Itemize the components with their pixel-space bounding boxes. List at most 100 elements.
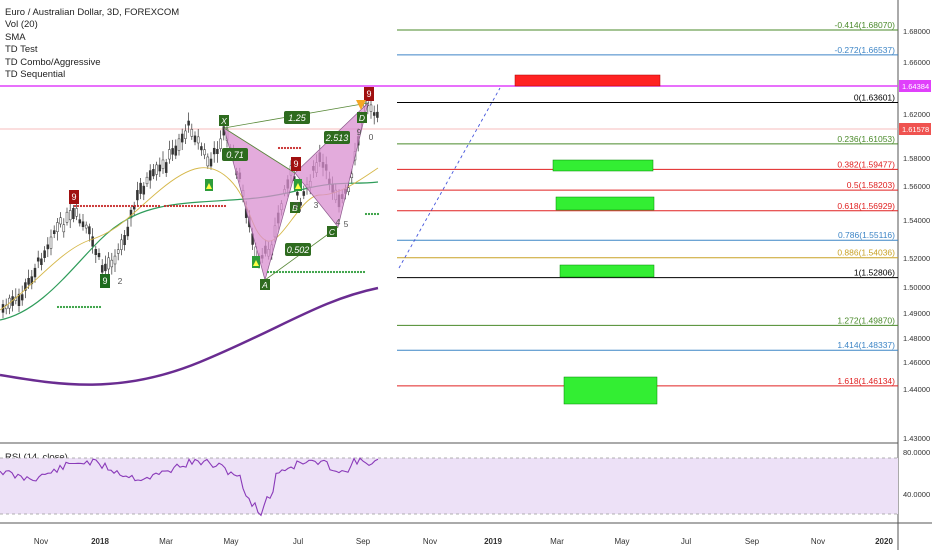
candle-body [36, 257, 40, 262]
dot [362, 270, 366, 274]
pattern-ratio-badge [284, 111, 310, 124]
candle-body [152, 169, 155, 177]
candle-body [84, 224, 88, 229]
pattern-ratio-badge [324, 131, 350, 144]
dot [308, 270, 312, 274]
dot [181, 204, 185, 208]
dot [364, 212, 368, 216]
dot [74, 305, 78, 309]
x-tick-label: Nov [811, 537, 825, 546]
dot [277, 146, 281, 150]
x-tick-label: Nov [423, 537, 437, 546]
dot [118, 204, 122, 208]
dot [190, 204, 194, 208]
dot [320, 270, 324, 274]
dot [77, 305, 81, 309]
legend-indicator[interactable]: SMA [5, 31, 26, 43]
candle-body [110, 259, 114, 268]
candle-body [177, 138, 181, 151]
dot [329, 270, 333, 274]
y-tick-label: 1.62000 [903, 110, 930, 119]
dot [305, 270, 309, 274]
x-tick-label: Nov [34, 537, 48, 546]
dot [98, 305, 102, 309]
x-tick-label: Jul [681, 537, 691, 546]
dot [350, 270, 354, 274]
dot [163, 204, 167, 208]
fib-level-label: 0.5(1.58203) [847, 180, 895, 190]
dot [326, 270, 330, 274]
pattern-point-badge [327, 226, 337, 237]
dot [65, 305, 69, 309]
legend-indicator[interactable]: TD Sequential [5, 69, 66, 81]
candle-body [155, 164, 158, 175]
y-tick-label: 1.48000 [903, 334, 930, 343]
fib-level-label: 1(1.52806) [854, 268, 895, 278]
fib-level-label: 0.236(1.61053) [837, 134, 895, 144]
pattern-point-badge [357, 112, 367, 123]
fib-level-label: 1.618(1.46134) [837, 376, 895, 386]
td-count-label: 9 [293, 159, 298, 169]
dot [293, 270, 297, 274]
dot [157, 204, 161, 208]
candle-body [56, 222, 59, 232]
legend-indicator[interactable]: Vol (20) [5, 19, 38, 31]
candle-body [372, 112, 376, 116]
candle-body [190, 129, 194, 137]
x-tick-label: Sep [356, 537, 371, 546]
candle-body [78, 219, 82, 224]
candle-body [187, 120, 190, 126]
td-support-dots [364, 212, 380, 216]
candle-body [94, 249, 98, 255]
rsi-axis-label: 80.0000 [903, 448, 930, 457]
candle-body [107, 257, 110, 270]
dot [92, 305, 96, 309]
candle-body [158, 164, 162, 172]
dot [73, 204, 77, 208]
candle-body [219, 138, 222, 149]
red-target-box [514, 74, 661, 87]
candle-body [75, 208, 78, 217]
pattern-point-label: X [220, 116, 227, 126]
dot [136, 204, 140, 208]
td-count-label: 9 [357, 127, 362, 137]
candle-body [164, 162, 168, 173]
candle-body [145, 176, 149, 185]
candle-body [49, 236, 53, 249]
candle-body [203, 149, 206, 156]
candle-body [68, 210, 72, 221]
dot [71, 305, 75, 309]
td-count-label: 0 [369, 132, 374, 142]
dot [97, 204, 101, 208]
rsi-pane-label[interactable]: RSI (14, close) [5, 452, 68, 463]
legend-indicator[interactable]: TD Test [5, 44, 38, 56]
x-tick-label: 2020 [875, 537, 893, 546]
td-setup-marker [69, 190, 79, 204]
fib-level-label: 1.414(1.48337) [837, 340, 895, 350]
x-tick-label: Sep [745, 537, 760, 546]
dot [151, 204, 155, 208]
legend-indicator[interactable]: TD Combo/Aggressive [5, 56, 101, 68]
dot [275, 270, 279, 274]
dot [79, 204, 83, 208]
dot [202, 204, 206, 208]
dot [175, 204, 179, 208]
dot [295, 146, 299, 150]
candle-body [174, 145, 178, 156]
fib-level-label: 0.786(1.55116) [838, 230, 895, 240]
pattern-ratio-badge [285, 243, 311, 256]
fib-level-label: 0(1.63601) [854, 93, 895, 103]
dot [376, 212, 380, 216]
dot [217, 204, 221, 208]
dot [148, 204, 152, 208]
dot [286, 146, 290, 150]
y-tick-label: 1.44000 [903, 385, 930, 394]
dot [298, 146, 302, 150]
dot [284, 270, 288, 274]
dot [89, 305, 93, 309]
dot [68, 305, 72, 309]
purple-sma-line [0, 286, 379, 386]
y-tick-label: 1.56000 [903, 182, 930, 191]
dot [109, 204, 113, 208]
